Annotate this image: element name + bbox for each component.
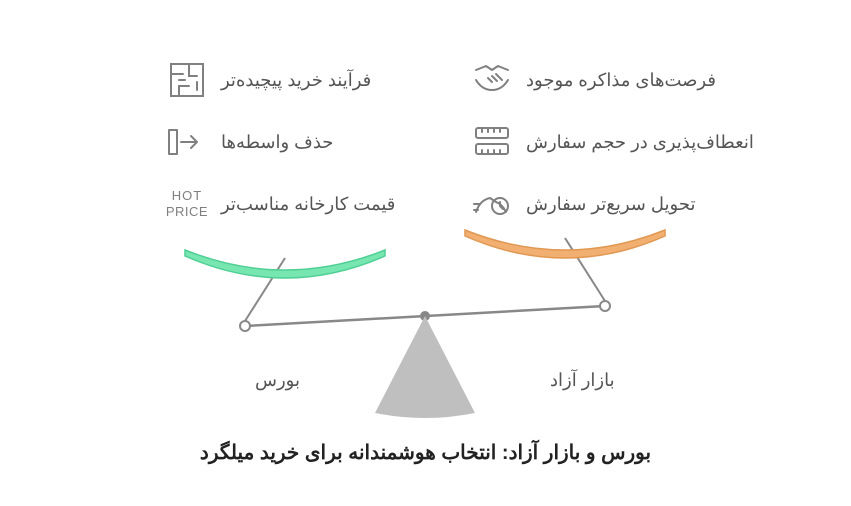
left-item-1: حذف واسطه‌ها bbox=[165, 120, 333, 164]
caption: بورس و بازار آزاد: انتخاب هوشمندانه برای… bbox=[200, 440, 651, 465]
arrow-box-icon bbox=[165, 120, 209, 164]
left-item-0-label: فرآیند خرید پیچیده‌تر bbox=[221, 70, 371, 91]
svg-text:HOT: HOT bbox=[172, 188, 202, 203]
maze-icon bbox=[165, 58, 209, 102]
right-item-1-label: انعطاف‌پذیری در حجم سفارش bbox=[526, 132, 754, 153]
fast-time-icon bbox=[470, 182, 514, 226]
svg-text:PRICE: PRICE bbox=[166, 204, 208, 219]
left-item-1-label: حذف واسطه‌ها bbox=[221, 132, 333, 153]
left-item-0: فرآیند خرید پیچیده‌تر bbox=[165, 58, 371, 102]
right-item-0-label: فرصت‌های مذاکره موجود bbox=[526, 70, 716, 91]
measure-icon bbox=[470, 120, 514, 164]
right-scale-label: بازار آزاد bbox=[550, 370, 615, 391]
left-scale-label: بورس bbox=[255, 370, 300, 391]
handshake-icon bbox=[470, 58, 514, 102]
right-item-2-label: تحویل سریع‌تر سفارش bbox=[526, 194, 695, 215]
left-item-2-label: قیمت کارخانه مناسب‌تر bbox=[221, 194, 395, 215]
balance-scale bbox=[145, 228, 705, 418]
left-item-2: HOT PRICE قیمت کارخانه مناسب‌تر bbox=[165, 182, 395, 226]
right-item-0: فرصت‌های مذاکره موجود bbox=[470, 58, 716, 102]
right-item-2: تحویل سریع‌تر سفارش bbox=[470, 182, 695, 226]
infographic-canvas: فرآیند خرید پیچیده‌تر حذف واسطه‌ها HOT P… bbox=[0, 0, 851, 506]
right-item-1: انعطاف‌پذیری در حجم سفارش bbox=[470, 120, 754, 164]
hot-price-icon: HOT PRICE bbox=[165, 182, 209, 226]
